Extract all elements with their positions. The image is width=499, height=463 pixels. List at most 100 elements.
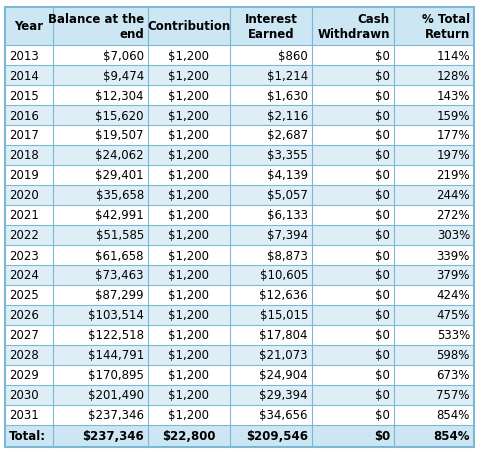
Text: $10,605: $10,605 [259, 269, 308, 282]
Text: $201,490: $201,490 [88, 388, 144, 401]
Text: Contribution: Contribution [147, 20, 231, 33]
Text: $0: $0 [375, 209, 390, 222]
Text: $34,656: $34,656 [259, 409, 308, 422]
Text: $15,620: $15,620 [95, 109, 144, 122]
Text: $1,200: $1,200 [169, 149, 210, 162]
Text: 2023: 2023 [9, 249, 39, 262]
Text: $73,463: $73,463 [95, 269, 144, 282]
Text: $12,304: $12,304 [95, 89, 144, 102]
Bar [5, 325, 474, 345]
Bar [5, 146, 474, 166]
Text: 2021: 2021 [9, 209, 39, 222]
Bar [5, 285, 474, 305]
Text: 2013: 2013 [9, 50, 39, 63]
Text: 128%: 128% [437, 69, 470, 82]
Text: $29,394: $29,394 [259, 388, 308, 401]
Text: 303%: 303% [437, 229, 470, 242]
Text: 673%: 673% [437, 369, 470, 382]
Text: 2025: 2025 [9, 289, 39, 302]
Text: 2029: 2029 [9, 369, 39, 382]
Text: $35,658: $35,658 [96, 189, 144, 202]
Text: $122,518: $122,518 [88, 329, 144, 342]
Text: 2026: 2026 [9, 309, 39, 322]
Text: $24,062: $24,062 [95, 149, 144, 162]
Text: $0: $0 [375, 109, 390, 122]
Bar [5, 385, 474, 405]
Text: % Total
Return: % Total Return [422, 13, 470, 41]
Text: $0: $0 [374, 430, 390, 443]
Text: $1,200: $1,200 [169, 309, 210, 322]
Text: 598%: 598% [437, 349, 470, 362]
Text: $1,200: $1,200 [169, 229, 210, 242]
Text: $87,299: $87,299 [95, 289, 144, 302]
Text: $209,546: $209,546 [246, 430, 308, 443]
Text: $1,200: $1,200 [169, 169, 210, 182]
Text: $0: $0 [375, 388, 390, 401]
Text: $1,200: $1,200 [169, 189, 210, 202]
Text: $15,015: $15,015 [259, 309, 308, 322]
Text: 2024: 2024 [9, 269, 39, 282]
Text: Balance at the
end: Balance at the end [48, 13, 144, 41]
Text: $1,200: $1,200 [169, 129, 210, 142]
Bar [5, 66, 474, 86]
Bar [5, 126, 474, 146]
Text: $24,904: $24,904 [259, 369, 308, 382]
Text: $6,133: $6,133 [267, 209, 308, 222]
Bar [5, 225, 474, 245]
Text: 475%: 475% [437, 309, 470, 322]
Text: $2,116: $2,116 [267, 109, 308, 122]
Text: $1,214: $1,214 [267, 69, 308, 82]
Text: $237,346: $237,346 [82, 430, 144, 443]
Text: 159%: 159% [437, 109, 470, 122]
Text: $5,057: $5,057 [267, 189, 308, 202]
Text: $0: $0 [375, 89, 390, 102]
Text: $61,658: $61,658 [95, 249, 144, 262]
Text: 533%: 533% [437, 329, 470, 342]
Text: Total:: Total: [9, 430, 46, 443]
Text: $1,200: $1,200 [169, 388, 210, 401]
Text: 854%: 854% [437, 409, 470, 422]
Text: $1,200: $1,200 [169, 289, 210, 302]
Text: 2017: 2017 [9, 129, 39, 142]
Bar [5, 405, 474, 425]
Text: $103,514: $103,514 [88, 309, 144, 322]
Text: $1,200: $1,200 [169, 409, 210, 422]
Text: $51,585: $51,585 [96, 229, 144, 242]
Text: $0: $0 [375, 50, 390, 63]
Text: $12,636: $12,636 [259, 289, 308, 302]
Text: 197%: 197% [436, 149, 470, 162]
Text: $0: $0 [375, 129, 390, 142]
Text: 219%: 219% [436, 169, 470, 182]
Text: $0: $0 [375, 349, 390, 362]
Text: 2019: 2019 [9, 169, 39, 182]
Text: 2031: 2031 [9, 409, 39, 422]
Text: $0: $0 [375, 229, 390, 242]
Text: $144,791: $144,791 [88, 349, 144, 362]
Text: 854%: 854% [434, 430, 470, 443]
Text: 272%: 272% [436, 209, 470, 222]
Text: 177%: 177% [436, 129, 470, 142]
Text: $17,804: $17,804 [259, 329, 308, 342]
Text: $0: $0 [375, 169, 390, 182]
Text: 2015: 2015 [9, 89, 39, 102]
Text: 143%: 143% [437, 89, 470, 102]
Text: $237,346: $237,346 [88, 409, 144, 422]
Text: $19,507: $19,507 [95, 129, 144, 142]
Text: 757%: 757% [437, 388, 470, 401]
Text: $1,200: $1,200 [169, 349, 210, 362]
Text: 424%: 424% [436, 289, 470, 302]
Bar [5, 166, 474, 186]
Bar [5, 425, 474, 447]
Text: $0: $0 [375, 289, 390, 302]
Text: $0: $0 [375, 329, 390, 342]
Text: $1,200: $1,200 [169, 69, 210, 82]
Bar [5, 186, 474, 206]
Text: $1,200: $1,200 [169, 209, 210, 222]
Text: $29,401: $29,401 [95, 169, 144, 182]
Text: 2028: 2028 [9, 349, 39, 362]
Text: $860: $860 [278, 50, 308, 63]
Bar [5, 206, 474, 225]
Bar [5, 106, 474, 126]
Text: 2022: 2022 [9, 229, 39, 242]
Text: 2030: 2030 [9, 388, 38, 401]
